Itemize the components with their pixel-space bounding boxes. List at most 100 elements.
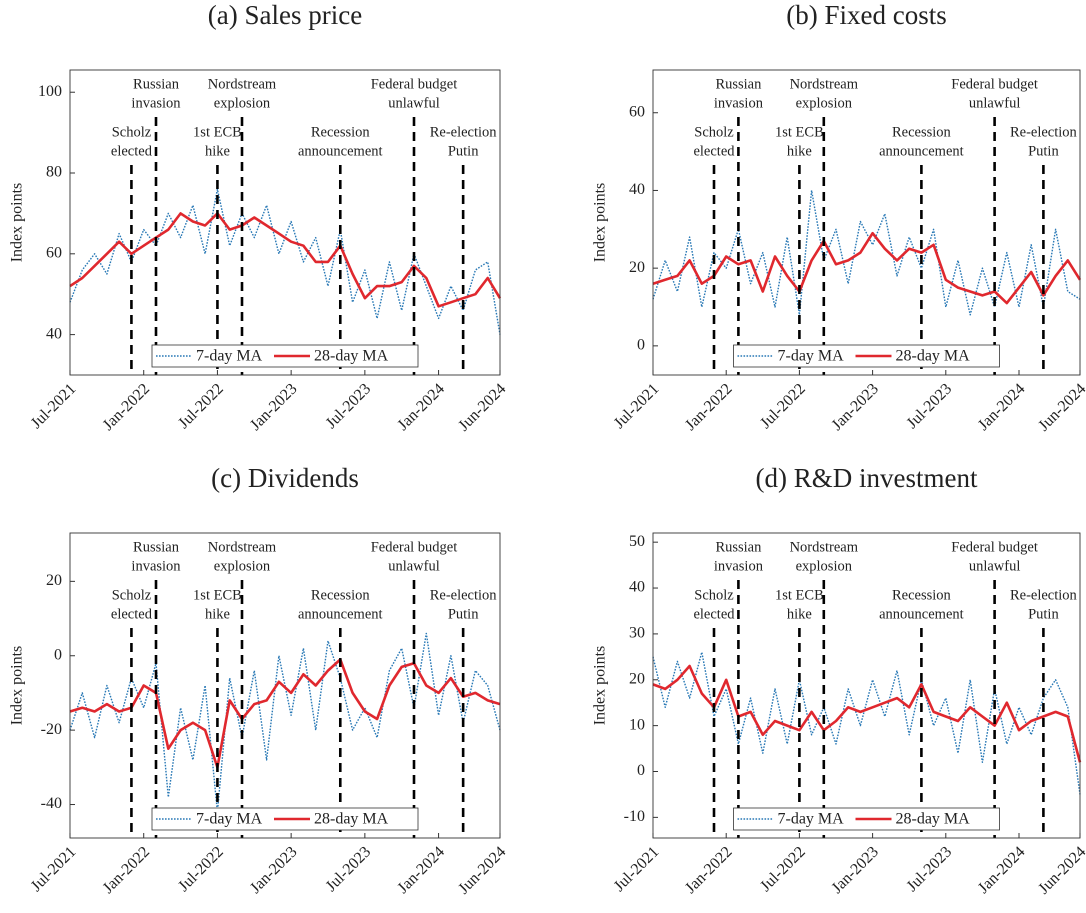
event-label: Scholz (112, 124, 152, 140)
x-tick-label: Jul-2022 (757, 380, 809, 432)
y-axis-label: Index points (9, 183, 26, 263)
event-label: Putin (448, 606, 479, 622)
event-label: explosion (214, 558, 271, 574)
event-label: 1st ECB (775, 587, 824, 603)
x-tick-label: Jul-2022 (175, 380, 227, 432)
event-label: invasion (131, 558, 181, 574)
plot-frame (652, 532, 1081, 839)
y-tick-label: 20 (629, 259, 645, 276)
event-label: Re-election (1010, 587, 1078, 603)
chart-title: (a) Sales price (208, 0, 362, 30)
x-tick-label: Jul-2021 (28, 843, 80, 895)
event-label: elected (111, 606, 153, 622)
x-tick-label: Jan-2023 (247, 843, 300, 896)
y-tick-label: 0 (637, 337, 645, 354)
event-label: explosion (796, 95, 853, 111)
x-tick-label: Jun-2024 (455, 843, 509, 897)
y-tick-label: 0 (54, 646, 62, 663)
event-label: Federal budget (371, 539, 458, 555)
legend-label: 7-day MA (778, 348, 845, 365)
series-line (69, 188, 501, 335)
plot-frame (69, 532, 501, 839)
chart-title: (c) Dividends (211, 463, 359, 493)
y-tick-label: 80 (46, 164, 62, 181)
event-label: Russian (133, 539, 180, 555)
x-tick-label: Jan-2023 (247, 380, 300, 433)
y-tick-label: 40 (46, 325, 62, 342)
event-label: invasion (714, 95, 764, 111)
y-tick-label: 40 (629, 181, 645, 198)
series-line (652, 231, 1082, 305)
event-label: Recession (311, 124, 371, 140)
event-label: announcement (879, 143, 964, 159)
x-tick-label: Jul-2021 (611, 380, 663, 432)
y-tick-label: 0 (637, 762, 645, 779)
y-axis-label: Index points (592, 183, 609, 263)
event-label: Recession (311, 587, 371, 603)
event-label: Re-election (430, 124, 498, 140)
event-label: Nordstream (208, 76, 277, 92)
plot-frame (652, 69, 1081, 376)
y-axis-label: Index points (592, 646, 609, 726)
legend-label: 7-day MA (778, 811, 845, 828)
event-label: Re-election (430, 587, 498, 603)
event-label: 1st ECB (775, 124, 824, 140)
event-label: Russian (133, 76, 180, 92)
event-label: Putin (448, 143, 479, 159)
series-line (652, 651, 1081, 795)
y-tick-label: 40 (629, 579, 645, 596)
y-tick-label: 20 (629, 670, 645, 687)
y-tick-label: -10 (624, 808, 645, 825)
y-tick-label: 50 (629, 533, 645, 550)
x-tick-label: Jun-2024 (1035, 380, 1086, 434)
event-label: Federal budget (371, 76, 458, 92)
x-tick-label: Jan-2023 (829, 380, 882, 433)
event-label: Federal budget (951, 76, 1038, 92)
x-tick-label: Jul-2023 (323, 843, 375, 895)
y-tick-label: 60 (46, 244, 62, 261)
x-tick-label: Jan-2024 (394, 380, 447, 433)
event-label: invasion (714, 558, 764, 574)
event-label: Scholz (112, 587, 152, 603)
legend-label: 28-day MA (896, 348, 971, 365)
legend-label: 7-day MA (196, 811, 263, 828)
chart-title: (d) R&D investment (756, 463, 978, 493)
x-tick-label: Jan-2022 (682, 380, 735, 433)
event-label: Nordstream (208, 539, 277, 555)
event-label: elected (693, 143, 735, 159)
event-label: 1st ECB (193, 587, 242, 603)
y-tick-label: 20 (46, 572, 62, 589)
series-line (652, 189, 1081, 316)
legend-label: 28-day MA (896, 811, 971, 828)
x-tick-label: Jun-2024 (1035, 843, 1086, 897)
y-axis-label: Index points (9, 646, 26, 726)
event-label: hike (787, 606, 812, 622)
y-tick-label: 30 (629, 625, 645, 642)
event-label: Putin (1028, 606, 1059, 622)
x-tick-label: Jan-2024 (975, 380, 1028, 433)
event-label: announcement (298, 606, 383, 622)
y-tick-label: 60 (629, 103, 645, 120)
event-label: announcement (298, 143, 383, 159)
x-tick-label: Jul-2022 (175, 843, 227, 895)
event-label: hike (787, 143, 812, 159)
x-tick-label: Jun-2024 (455, 380, 509, 434)
series-line (69, 212, 502, 308)
event-label: hike (205, 143, 230, 159)
event-label: 1st ECB (193, 124, 242, 140)
event-label: elected (693, 606, 735, 622)
event-label: Federal budget (951, 539, 1038, 555)
event-label: announcement (879, 606, 964, 622)
event-label: Russian (715, 76, 762, 92)
event-label: Putin (1028, 143, 1059, 159)
legend-label: 7-day MA (196, 348, 263, 365)
event-label: unlawful (388, 95, 440, 111)
event-label: unlawful (969, 558, 1021, 574)
x-tick-label: Jul-2023 (904, 380, 956, 432)
y-tick-label: 100 (38, 83, 62, 100)
event-label: Nordstream (790, 539, 859, 555)
event-label: invasion (131, 95, 181, 111)
series-line (69, 658, 501, 769)
event-label: Nordstream (790, 76, 859, 92)
